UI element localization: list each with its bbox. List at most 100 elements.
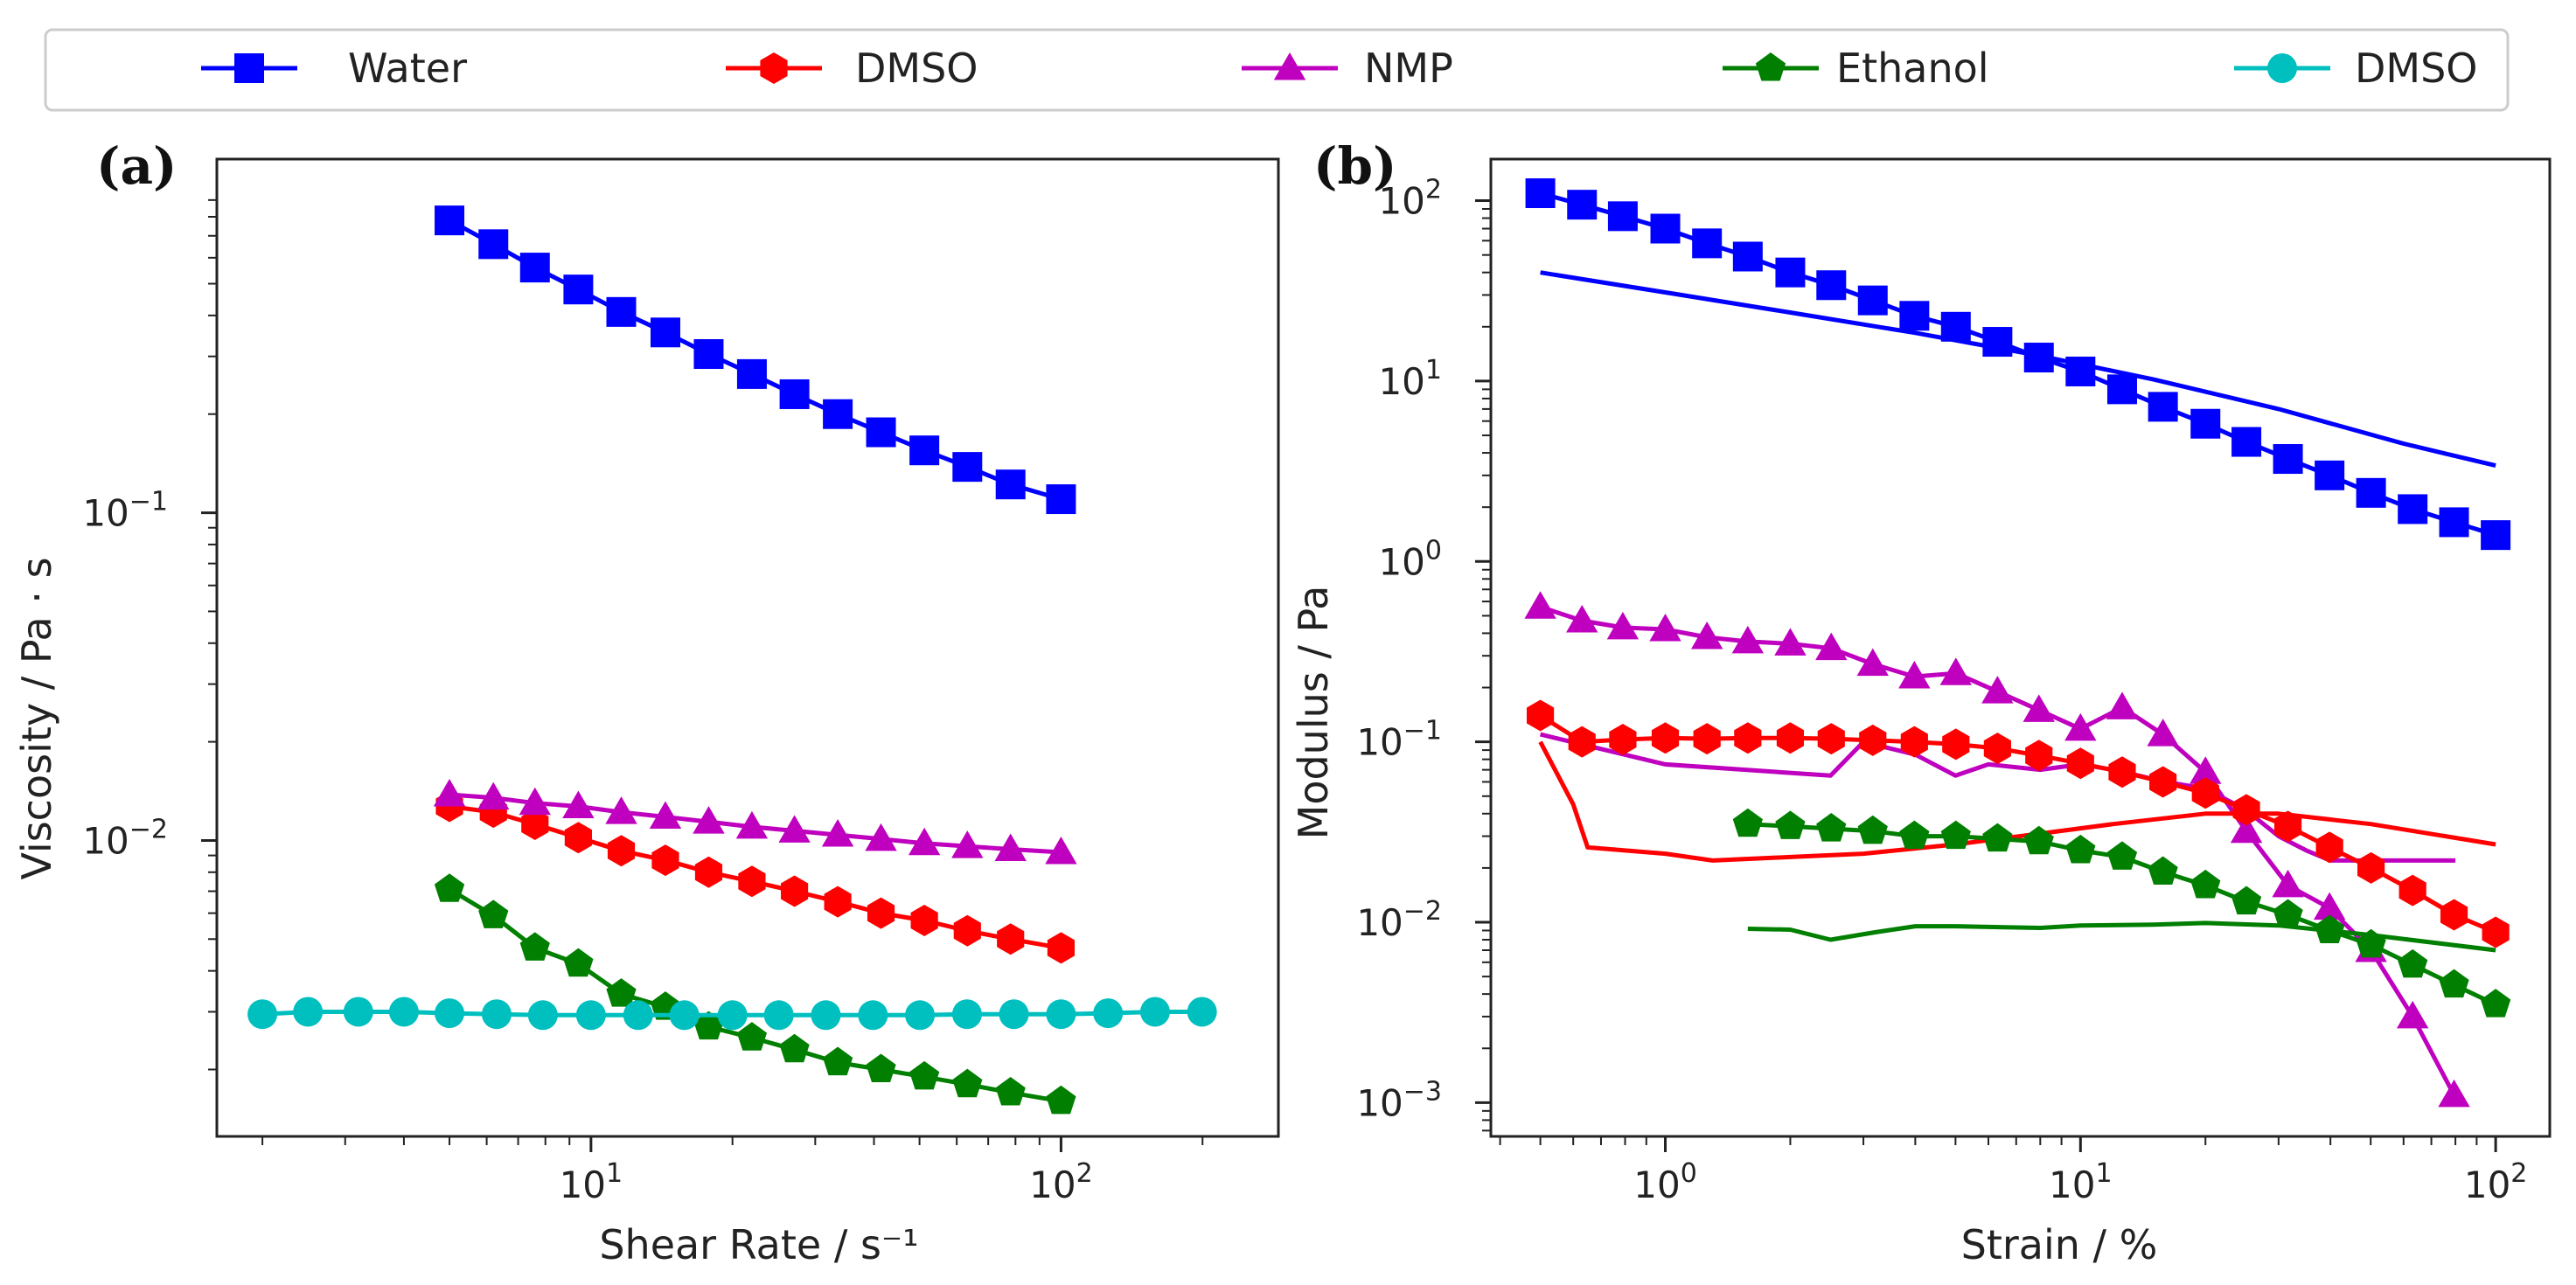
data-point <box>811 1000 841 1031</box>
data-point <box>1815 632 1848 661</box>
data-point <box>952 452 983 483</box>
legend-entry-ethanol: Ethanol <box>1723 45 1989 92</box>
series-dmso <box>247 997 1217 1031</box>
axes-frame <box>215 157 1280 1138</box>
data-point <box>2190 869 2221 899</box>
data-point <box>2396 1000 2429 1029</box>
data-point <box>2398 874 2426 906</box>
legend-label-ethanol: Ethanol <box>1836 45 1989 92</box>
data-point <box>1816 270 1847 301</box>
y-axis-label-b: Modulus / Pa <box>1290 586 1337 840</box>
data-point <box>995 469 1026 500</box>
data-point <box>735 810 769 839</box>
data-point <box>2023 694 2055 722</box>
data-point <box>2190 408 2221 439</box>
data-point <box>1690 622 1723 649</box>
data-point <box>435 205 465 236</box>
y-axis-label-a: Viscosity / Pa · s <box>13 557 60 879</box>
data-point <box>1731 625 1765 654</box>
x-tick-label: 102 <box>1029 1158 1093 1206</box>
data-point <box>521 808 549 840</box>
series-line <box>1540 270 2496 469</box>
legend-entry-dmso-2: DMSO <box>2234 45 2478 92</box>
data-point <box>2273 444 2303 475</box>
data-point <box>1942 728 1970 761</box>
data-point <box>478 900 509 928</box>
legend-entry-water: Water <box>201 45 467 92</box>
data-point <box>2273 899 2303 928</box>
axes-frame <box>1489 157 2552 1138</box>
data-point <box>1734 722 1762 754</box>
data-point <box>1817 723 1845 755</box>
data-point <box>2357 851 2385 884</box>
data-point <box>606 978 637 1007</box>
data-point <box>519 787 551 816</box>
data-point <box>2480 989 2511 1018</box>
data-point <box>1187 997 1217 1027</box>
data-point <box>1859 724 1887 756</box>
data-point <box>1856 648 1889 677</box>
data-point <box>1567 190 1598 220</box>
data-point <box>1046 484 1076 515</box>
data-point <box>1898 661 1931 689</box>
data-point <box>1693 723 1721 755</box>
data-point <box>1732 808 1763 837</box>
data-point <box>824 886 852 918</box>
data-point <box>2272 869 2304 898</box>
data-point <box>2439 507 2469 538</box>
data-point <box>738 865 766 898</box>
data-point <box>1526 699 1555 732</box>
data-point <box>2439 969 2469 998</box>
data-point <box>2106 841 2138 870</box>
data-point <box>2315 831 2343 864</box>
data-point <box>1093 998 1124 1029</box>
data-point <box>1899 820 1930 850</box>
data-point <box>519 253 550 283</box>
y-tick-label: 102 <box>1378 175 1442 223</box>
data-point <box>1607 201 1638 232</box>
data-point <box>999 999 1029 1030</box>
panel-label-b: (b) <box>1313 136 1396 196</box>
data-point <box>1045 837 1077 865</box>
data-point <box>2106 374 2137 405</box>
series-dmso <box>435 790 1076 964</box>
data-point <box>435 998 465 1029</box>
data-point <box>1650 213 1681 244</box>
data-point <box>2356 477 2386 508</box>
data-point <box>1139 997 1170 1027</box>
data-point <box>2065 834 2096 864</box>
data-point <box>1816 813 1847 842</box>
y-tick-label: 101 <box>1378 355 1442 403</box>
data-point <box>823 399 853 429</box>
series-line <box>1747 920 2496 953</box>
data-point <box>564 822 592 854</box>
data-point <box>908 827 941 856</box>
x-axis-label-b: Strain / % <box>1961 1221 2158 1268</box>
data-point <box>1857 815 1888 844</box>
data-point <box>953 914 981 947</box>
panel-label-a: (a) <box>96 136 177 196</box>
data-point <box>1046 1085 1076 1115</box>
data-point <box>2191 777 2219 809</box>
legend-label-water: Water <box>348 45 467 92</box>
legend-label-dmso-2: DMSO <box>2355 45 2478 92</box>
data-point <box>2025 740 2053 772</box>
data-point <box>1983 733 2011 765</box>
data-point <box>693 1011 724 1040</box>
data-point <box>736 1022 768 1051</box>
data-point <box>1776 722 1805 754</box>
data-point <box>2231 427 2262 457</box>
panel-a: (a) 101 102 10−2 10−1 Shear Rate / s⁻¹ Visc… <box>13 136 1280 1268</box>
data-point <box>1981 676 2014 704</box>
data-point <box>343 997 373 1027</box>
data-point <box>2148 856 2178 886</box>
data-point <box>2106 691 2139 719</box>
data-point <box>649 801 682 830</box>
data-point <box>527 1000 558 1031</box>
data-point <box>717 1000 748 1031</box>
y-tick-label: 10−2 <box>1356 896 1442 944</box>
data-point <box>481 999 512 1030</box>
data-point <box>1899 301 1930 331</box>
data-point <box>2315 460 2345 490</box>
series-water <box>435 205 1076 515</box>
